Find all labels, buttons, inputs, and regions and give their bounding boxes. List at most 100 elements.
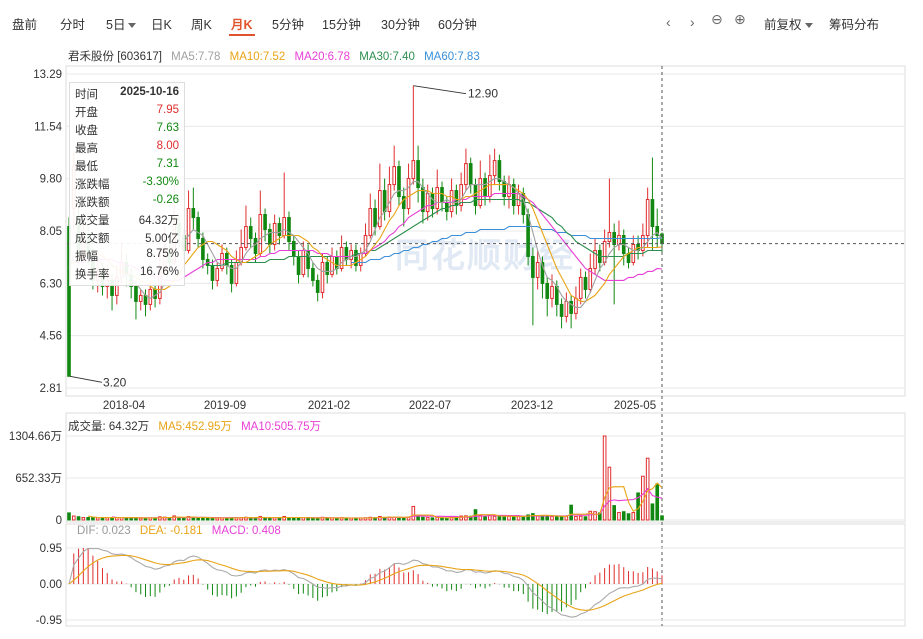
ma20-label: MA20:6.78 — [294, 51, 351, 63]
candle-body — [229, 264, 234, 284]
tooltip-key: 收盘 — [75, 125, 98, 137]
volume-bar — [268, 517, 272, 521]
volume-bar — [177, 517, 181, 521]
volume-bar — [76, 516, 81, 521]
x-tick-label: 2021-02 — [308, 400, 350, 412]
candle-body — [373, 208, 377, 228]
candle-body — [588, 267, 593, 290]
tab-分时[interactable]: 分时 — [60, 18, 86, 32]
price-tick-label: 13.29 — [33, 69, 62, 81]
candle-body — [153, 288, 157, 299]
high-annotation-label: 12.90 — [468, 87, 498, 101]
tab-周K[interactable]: 周K — [191, 18, 212, 32]
volume-tick-label: 0 — [56, 515, 62, 527]
volume-bar — [186, 516, 191, 521]
macd-legend: DIF: 0.023 DEA: -0.181 MACD: 0.408 — [77, 525, 287, 537]
tooltip-key: 涨跌幅 — [75, 179, 110, 191]
candle-body — [641, 234, 645, 251]
tooltip-row: 最低 7.31 — [75, 158, 179, 176]
fuquan-dropdown[interactable]: 前复权 — [764, 14, 813, 33]
tab-30分钟[interactable]: 30分钟 — [381, 18, 420, 32]
candle-body — [645, 199, 650, 236]
tab-月K[interactable]: 月K — [231, 18, 253, 32]
ma60-line — [351, 225, 663, 264]
ma30-line — [207, 198, 662, 267]
candle-body — [148, 288, 153, 305]
candle-body — [459, 184, 463, 207]
candle-body — [215, 267, 220, 281]
volume-bar — [617, 512, 621, 521]
tab-5分钟[interactable]: 5分钟 — [272, 18, 304, 32]
volume-bar — [602, 435, 607, 521]
tooltip-row: 振幅 8.75% — [75, 248, 179, 266]
tab-日K[interactable]: 日K — [151, 18, 172, 32]
candle-body — [655, 226, 660, 236]
candle-body — [67, 226, 71, 377]
tab-5日[interactable]: 5日 — [106, 14, 137, 33]
volume-bar — [421, 516, 425, 521]
candle-body — [526, 214, 530, 257]
volume-bar — [507, 515, 511, 521]
zoom-in-icon[interactable]: ⊕ — [734, 11, 746, 27]
tooltip-row: 成交额 5.00亿 — [75, 230, 179, 248]
tab-盘前[interactable]: 盘前 — [12, 18, 38, 32]
macd-tick-label: 0.95 — [40, 543, 62, 555]
fuquan-label: 前复权 — [764, 18, 802, 32]
x-tick-label: 2019-09 — [204, 400, 246, 412]
stock-name: 君禾股份 [603617] — [68, 51, 162, 63]
volume-bar — [564, 516, 569, 521]
zoom-out-icon[interactable]: ⊖ — [711, 11, 723, 27]
ma60-label: MA60:7.83 — [424, 51, 480, 63]
tooltip-row: 收盘 7.63 — [75, 122, 179, 140]
volume-bar — [492, 515, 497, 521]
candle-body — [138, 294, 143, 302]
volume-bar — [67, 512, 71, 521]
volume-bar — [497, 515, 502, 521]
volume-bar — [554, 515, 559, 521]
candle-body — [272, 223, 277, 245]
volume-bar — [621, 511, 626, 521]
macd-tick-label: -0.95 — [36, 615, 62, 627]
candle-body — [602, 240, 607, 263]
candle-body — [291, 240, 296, 257]
candle-body — [268, 229, 272, 245]
candle-body — [186, 208, 191, 251]
candle-body — [143, 294, 148, 305]
candle-body — [650, 199, 655, 228]
candle-body — [277, 223, 282, 236]
active-tab-underline — [229, 34, 255, 36]
candle-body — [378, 190, 382, 228]
candle-body — [607, 231, 612, 242]
candle-body — [626, 252, 631, 263]
volume-bar — [411, 505, 416, 521]
volume-bar — [588, 510, 593, 521]
tooltip-row: 涨跌幅 -3.30% — [75, 176, 179, 194]
candle-body — [574, 297, 578, 314]
volume-bar — [650, 503, 655, 521]
tooltip-key: 换手率 — [75, 269, 110, 281]
chip-distribution-button[interactable]: 筹码分布 — [829, 18, 880, 32]
tooltip-row: 成交量 64.32万 — [75, 212, 179, 230]
candle-body — [196, 217, 200, 239]
volume-bar — [626, 513, 631, 521]
tooltip-row: 换手率 16.76% — [75, 266, 179, 284]
candle-body — [531, 255, 535, 278]
volume-bar — [81, 517, 86, 521]
tooltip-value: 7.95 — [156, 104, 179, 116]
volume-bar — [277, 517, 282, 521]
candle-body — [387, 184, 392, 213]
tab-60分钟[interactable]: 60分钟 — [438, 18, 477, 32]
candle-body — [569, 300, 573, 314]
volume-bar — [464, 515, 468, 521]
volume-bar — [311, 517, 315, 521]
volume-bar — [201, 517, 205, 521]
candle-body — [287, 217, 291, 242]
volume-bar — [569, 504, 573, 521]
volume-bar — [535, 515, 540, 521]
next-icon[interactable]: › — [690, 14, 695, 30]
prev-icon[interactable]: ‹ — [666, 14, 671, 30]
tab-15分钟[interactable]: 15分钟 — [322, 18, 361, 32]
volume-bar — [296, 517, 301, 521]
candle-body — [564, 300, 569, 317]
